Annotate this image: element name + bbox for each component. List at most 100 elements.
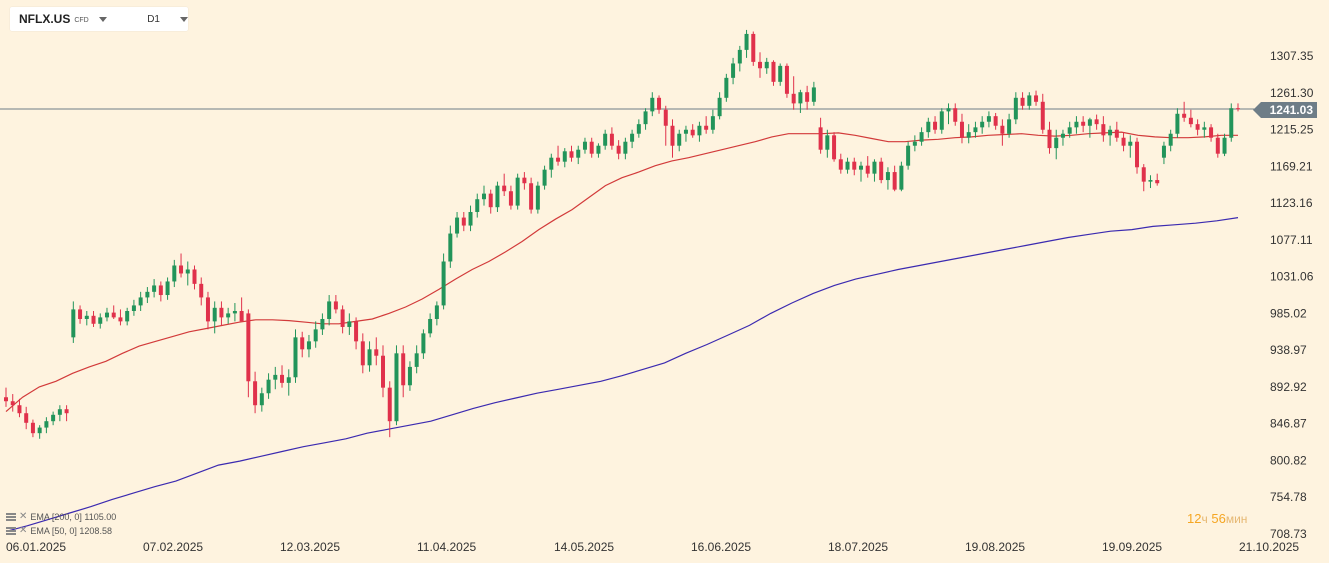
candle-body [879, 161, 884, 181]
candle-body [1195, 124, 1200, 130]
y-tick-label: 846.87 [1270, 417, 1307, 431]
candle-body [239, 311, 244, 322]
close-icon[interactable]: ✕ [19, 511, 28, 522]
candle-body [771, 61, 776, 82]
candle [347, 313, 352, 335]
candle [993, 112, 998, 130]
candle-body [71, 309, 76, 338]
candle [596, 143, 601, 158]
candle-body [502, 185, 507, 192]
candle [78, 305, 83, 324]
candle [1202, 121, 1207, 138]
y-tick-label: 1215.25 [1270, 123, 1314, 137]
candle-body [906, 145, 911, 166]
candle [892, 165, 897, 192]
candle-body [313, 329, 318, 342]
candle [1013, 92, 1018, 125]
y-tick-label: 800.82 [1270, 453, 1307, 467]
candle-body [1202, 127, 1207, 130]
candle [1209, 124, 1214, 142]
candle [549, 153, 554, 178]
candle [1007, 113, 1012, 138]
candle-body [428, 318, 433, 334]
candle [710, 109, 715, 134]
ema50-line [5, 131, 1238, 413]
candle [414, 345, 419, 374]
candle [138, 291, 143, 312]
candle [980, 116, 985, 134]
candle-body [542, 169, 547, 186]
candle [1074, 116, 1079, 134]
candle-body [690, 129, 695, 136]
candle [1047, 121, 1052, 154]
candle [879, 157, 884, 184]
close-icon[interactable]: ✕ [19, 525, 28, 536]
candle [751, 31, 756, 66]
candle [441, 253, 446, 310]
candle [582, 137, 587, 154]
candle-body [717, 97, 722, 117]
candle [1114, 121, 1119, 142]
candle [327, 295, 332, 326]
candle [912, 135, 917, 152]
candle [986, 111, 991, 128]
candle [192, 265, 197, 290]
candle-body [1135, 141, 1140, 168]
y-tick-label: 892.92 [1270, 380, 1307, 394]
candle-body [838, 159, 843, 170]
candle [899, 161, 904, 192]
candle-body [683, 129, 688, 134]
candle-body [84, 315, 89, 319]
candle [300, 331, 305, 358]
candle-body [367, 349, 372, 366]
timer-hours: 12 [1187, 511, 1202, 526]
candle [636, 119, 641, 138]
candle-body [91, 315, 96, 324]
symbol-type: CFD [74, 16, 89, 24]
candle-body [973, 127, 978, 133]
candle-body [455, 217, 460, 234]
candle-body [448, 233, 453, 262]
candle [1121, 132, 1126, 152]
candle-body [892, 172, 897, 190]
candle [64, 405, 69, 422]
candle-body [980, 121, 985, 128]
candle-body [845, 161, 850, 170]
settings-icon[interactable] [6, 512, 16, 521]
y-tick-label: 938.97 [1270, 343, 1307, 357]
candle-body [1128, 141, 1133, 146]
candle-body [259, 393, 264, 406]
candle [657, 95, 662, 114]
candle [959, 113, 964, 144]
candle-body [212, 307, 217, 322]
candle [906, 141, 911, 170]
candle-body [865, 165, 870, 174]
candle-body [946, 108, 951, 112]
candle-body [1067, 127, 1072, 134]
x-tick-label: 19.09.2025 [1102, 540, 1162, 554]
candle-body [657, 97, 662, 110]
candle-body [1094, 119, 1099, 125]
candle [791, 76, 796, 110]
candle [562, 148, 567, 168]
y-tick-label: 1169.21 [1270, 159, 1313, 173]
candle-body [596, 145, 601, 154]
candle-body [57, 409, 62, 415]
candle [374, 337, 379, 366]
candle [320, 313, 325, 335]
candle [1141, 164, 1146, 192]
candle-body [549, 157, 554, 170]
candle [360, 333, 365, 374]
candle-body [125, 311, 130, 322]
candle [158, 281, 163, 302]
candle [663, 105, 668, 146]
symbol-selector[interactable]: NFLX.US CFD [10, 12, 125, 26]
candle-body [98, 317, 103, 324]
timeframe-selector[interactable]: D1 [125, 14, 188, 25]
settings-icon[interactable] [6, 526, 16, 535]
candle [1020, 92, 1025, 110]
candle-body [111, 312, 116, 318]
candle [1236, 103, 1240, 112]
candle [1161, 141, 1166, 165]
